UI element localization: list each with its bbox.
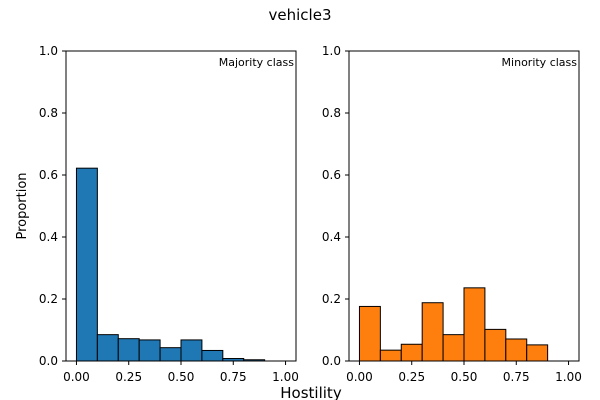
figure-x-label: Hostility (280, 384, 342, 400)
histogram-bar (505, 338, 528, 362)
histogram-bar (421, 302, 444, 362)
figure-title: vehicle3 (269, 6, 332, 24)
y-tick-label: 0.6 (39, 168, 58, 182)
histogram-bar (400, 343, 423, 362)
x-tick-label: 0.75 (220, 370, 247, 384)
x-tick-label: 0.25 (398, 370, 425, 384)
histogram-bar (75, 167, 98, 362)
histogram-bar (201, 349, 224, 362)
histogram-bar (379, 349, 402, 362)
histogram-bar (180, 339, 203, 362)
histogram-bar (159, 347, 182, 362)
histogram-bar (526, 344, 549, 362)
y-tick-label: 0.0 (39, 354, 58, 368)
x-tick-label: 1.00 (272, 370, 299, 384)
class-annotation: Minority class (502, 56, 578, 69)
axes-frame (65, 50, 297, 362)
y-tick-label: 0.4 (322, 230, 341, 244)
x-tick-label: 1.00 (555, 370, 582, 384)
histogram-bar (484, 328, 507, 362)
y-tick-label: 0.4 (39, 230, 58, 244)
y-tick-label: 0.2 (39, 292, 58, 306)
x-tick-label: 0.00 (346, 370, 373, 384)
histogram-bar (442, 334, 465, 362)
minority-class-panel: 0.00 0.25 0.50 0.75 1.00 0.0 0.2 0.4 0.6 0.8 1.0 Mi… (322, 44, 582, 384)
histogram-bar (117, 338, 140, 362)
x-tick-label: 0.00 (63, 370, 90, 384)
x-tick-label: 0.25 (115, 370, 142, 384)
class-annotation: Majority class (219, 56, 294, 69)
y-tick-label: 0.6 (322, 168, 341, 182)
y-tick-label: 0.8 (39, 106, 58, 120)
histogram-bar (138, 339, 161, 362)
histogram-bar (96, 334, 119, 362)
y-axis-label: Proportion (15, 172, 30, 239)
y-tick-label: 0.8 (322, 106, 341, 120)
x-tick-label: 0.50 (168, 370, 195, 384)
y-tick-label: 0.0 (322, 354, 341, 368)
y-tick-label: 0.2 (322, 292, 341, 306)
x-tick-label: 0.75 (503, 370, 530, 384)
y-tick-label: 1.0 (39, 44, 58, 58)
histogram-bar (463, 287, 486, 362)
histogram-bar (358, 305, 381, 362)
y-tick-label: 1.0 (322, 44, 341, 58)
majority-class-panel: 0.00 0.25 0.50 0.75 1.00 0.0 0.2 0.4 0.6 0.8 1.0 Ma… (15, 44, 299, 384)
x-tick-label: 0.50 (451, 370, 478, 384)
